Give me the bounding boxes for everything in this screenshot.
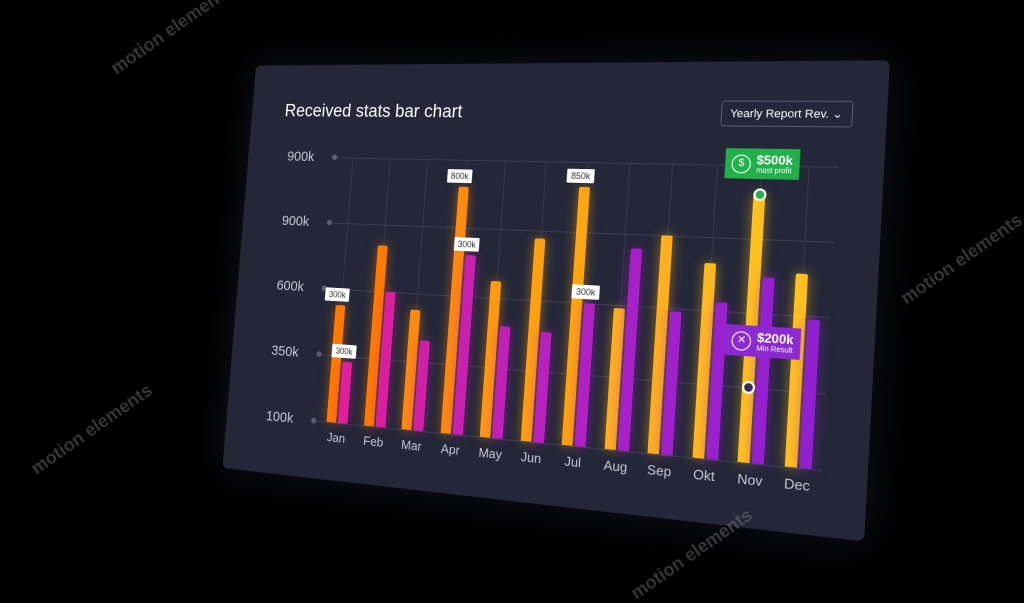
- x-tick-label: Jan: [326, 429, 346, 446]
- y-tick-label: 900k: [286, 148, 315, 165]
- min-tooltip: ✕ $200k Min Result: [724, 324, 801, 360]
- watermark-logo: motion elements: [897, 209, 1024, 309]
- tick-dot: [326, 219, 333, 226]
- data-label: 300k: [324, 287, 350, 302]
- report-dropdown[interactable]: Yearly Report Rev. ⌄: [719, 100, 854, 128]
- max-tooltip: $ $500k most profit: [724, 148, 801, 180]
- plot-area: 100k 350k 600k 900k 900k Jan Feb Mar Apr May Jun Ju…: [265, 148, 839, 494]
- y-tick-label: 900k: [281, 212, 310, 230]
- x-tick-label: Mar: [400, 437, 423, 454]
- watermark-logo: motion elements: [27, 379, 156, 479]
- chart-card: Received stats bar chart Yearly Report R…: [222, 60, 890, 542]
- chevron-down-icon: ⌄: [832, 108, 844, 122]
- data-label: 850k: [566, 168, 595, 184]
- x-tick-label: Nov: [736, 470, 764, 490]
- tick-dot: [310, 417, 317, 424]
- x-tick-label: May: [478, 444, 503, 463]
- y-tick-label: 600k: [276, 277, 305, 295]
- x-tick-label: Jun: [520, 448, 542, 467]
- tick-dot: [316, 351, 322, 358]
- min-sub: Min Result: [756, 345, 793, 356]
- data-label: 300k: [331, 343, 357, 359]
- y-tick-label: 350k: [270, 342, 300, 361]
- bar-jan-series-1: [338, 361, 353, 424]
- min-text: $200k Min Result: [756, 330, 794, 355]
- max-text: $500k most profit: [756, 153, 794, 176]
- x-tick-label: Jul: [563, 453, 582, 471]
- max-value: $500k: [756, 152, 794, 169]
- dollar-icon: $: [731, 153, 752, 174]
- close-circle-icon: ✕: [731, 330, 752, 351]
- data-label: 800k: [446, 169, 473, 184]
- x-tick-label: Apr: [440, 440, 461, 458]
- x-tick-label: Feb: [362, 433, 384, 450]
- stage: Received stats bar chart Yearly Report R…: [27, 0, 1024, 603]
- chart-title: Received stats bar chart: [284, 101, 464, 123]
- data-label: 300k: [453, 237, 480, 252]
- y-tick-label: 100k: [265, 407, 294, 427]
- data-label: 300k: [571, 284, 600, 300]
- x-tick-label: Okt: [692, 466, 716, 485]
- x-tick-label: Aug: [603, 457, 628, 476]
- watermark-logo: motion elements: [107, 0, 236, 79]
- x-tick-label: Dec: [783, 475, 811, 495]
- tick-dot: [331, 154, 338, 161]
- x-tick-label: Sep: [646, 461, 672, 480]
- max-sub: most profit: [755, 167, 792, 176]
- dropdown-label: Yearly Report Rev.: [729, 107, 830, 121]
